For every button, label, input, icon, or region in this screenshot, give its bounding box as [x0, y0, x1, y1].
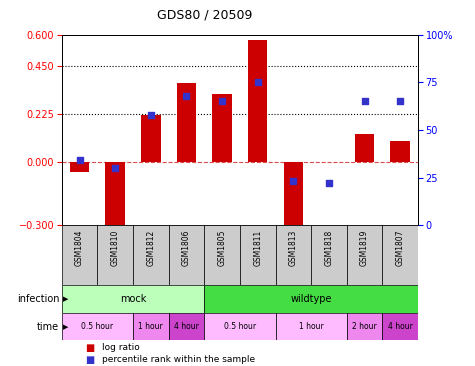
Bar — [62, 225, 97, 285]
Bar — [390, 141, 410, 162]
Point — [111, 165, 119, 171]
Text: percentile rank within the sample: percentile rank within the sample — [102, 355, 255, 364]
Point — [182, 93, 190, 98]
Bar — [240, 225, 276, 285]
Text: GSM1807: GSM1807 — [396, 230, 405, 266]
Point — [289, 178, 297, 184]
Bar — [70, 162, 89, 172]
Bar — [276, 313, 347, 340]
Bar — [355, 134, 374, 162]
Text: GDS80 / 20509: GDS80 / 20509 — [157, 9, 252, 22]
Point — [396, 98, 404, 104]
Text: mock: mock — [120, 294, 146, 304]
Bar — [177, 83, 196, 162]
Bar — [62, 285, 204, 313]
Bar — [212, 94, 232, 162]
Bar — [133, 225, 169, 285]
Bar — [204, 225, 240, 285]
Text: GSM1804: GSM1804 — [75, 230, 84, 266]
Bar — [276, 225, 311, 285]
Bar — [97, 225, 133, 285]
Text: 0.5 hour: 0.5 hour — [224, 322, 256, 331]
Text: 1 hour: 1 hour — [138, 322, 163, 331]
Text: GSM1811: GSM1811 — [253, 230, 262, 266]
Bar — [169, 225, 204, 285]
Point — [218, 98, 226, 104]
Point — [147, 112, 155, 117]
Bar — [311, 225, 347, 285]
Bar — [62, 313, 133, 340]
Bar — [105, 162, 125, 229]
Point — [254, 79, 261, 85]
Bar — [204, 313, 276, 340]
Bar — [382, 313, 418, 340]
Bar — [248, 40, 267, 162]
Text: GSM1813: GSM1813 — [289, 230, 298, 266]
Text: GSM1812: GSM1812 — [146, 230, 155, 266]
Bar — [382, 225, 418, 285]
Text: 4 hour: 4 hour — [388, 322, 413, 331]
Text: GSM1810: GSM1810 — [111, 230, 120, 266]
Bar — [347, 225, 382, 285]
Text: wildtype: wildtype — [290, 294, 332, 304]
Point — [76, 157, 84, 163]
Bar — [133, 313, 169, 340]
Bar — [284, 162, 303, 227]
Text: 0.5 hour: 0.5 hour — [81, 322, 114, 331]
Point — [361, 98, 369, 104]
Bar — [141, 115, 161, 162]
Text: ■: ■ — [86, 343, 95, 352]
Text: log ratio: log ratio — [102, 343, 140, 352]
Text: ▶: ▶ — [63, 324, 68, 330]
Bar — [169, 313, 204, 340]
Text: GSM1806: GSM1806 — [182, 230, 191, 266]
Text: 4 hour: 4 hour — [174, 322, 199, 331]
Text: ■: ■ — [86, 355, 95, 365]
Text: time: time — [37, 322, 59, 332]
Text: 1 hour: 1 hour — [299, 322, 323, 331]
Bar — [204, 285, 418, 313]
Text: GSM1805: GSM1805 — [218, 230, 227, 266]
Bar — [347, 313, 382, 340]
Text: 2 hour: 2 hour — [352, 322, 377, 331]
Text: GSM1818: GSM1818 — [324, 230, 333, 266]
Text: infection: infection — [17, 294, 59, 304]
Text: ▶: ▶ — [63, 296, 68, 302]
Text: GSM1819: GSM1819 — [360, 230, 369, 266]
Point — [325, 180, 332, 186]
